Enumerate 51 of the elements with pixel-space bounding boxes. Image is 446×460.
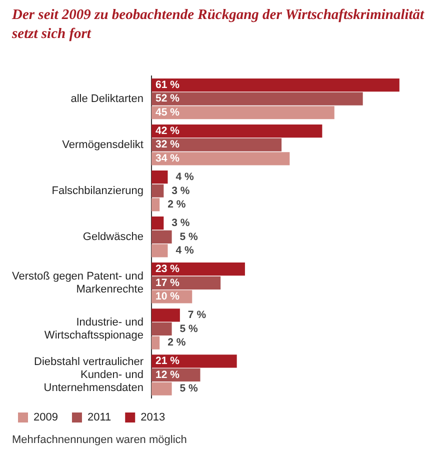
- bar: [151, 336, 160, 350]
- y-tick-label: alle Deliktarten: [70, 92, 144, 105]
- data-label: 45 %: [155, 106, 180, 119]
- bar: [151, 106, 334, 120]
- data-label: 21 %: [155, 355, 180, 368]
- data-label: 2 %: [168, 198, 186, 211]
- chart-title: Der seit 2009 zu beobachtende Rückgang der Wirtschaftskriminalität setzt sich fort: [12, 6, 426, 44]
- data-label: 32 %: [155, 138, 180, 151]
- data-label: 61 %: [155, 78, 180, 91]
- legend-label: 2009: [34, 412, 58, 424]
- y-tick-label: Geldwäsche: [82, 230, 144, 243]
- bar: [151, 138, 282, 152]
- data-label: 4 %: [176, 170, 194, 183]
- bar: [151, 308, 180, 322]
- data-label: 5 %: [180, 382, 199, 395]
- bar: [151, 382, 172, 396]
- data-label: 23 %: [155, 263, 180, 276]
- bar: [151, 216, 164, 230]
- bar: [151, 354, 237, 368]
- y-tick-label: Diebstahl vertraulicher Kunden- und Unternehmensdaten: [34, 356, 144, 394]
- y-tick-label: Industrie- und Wirtschaftsspionage: [44, 316, 144, 342]
- y-tick-label: Vermögensdelikt: [62, 138, 144, 151]
- data-label: 5 %: [180, 322, 199, 335]
- data-label: 52 %: [155, 92, 180, 105]
- data-label: 3 %: [172, 216, 190, 229]
- bar: [151, 230, 172, 244]
- bar: [151, 152, 290, 166]
- data-label: 34 %: [155, 152, 180, 165]
- data-label: 17 %: [155, 276, 180, 289]
- data-label: 4 %: [176, 244, 194, 257]
- bar: [151, 244, 168, 258]
- text: Mehrfachnennungen waren möglich: [12, 434, 187, 446]
- y-tick-label: Verstoß gegen Patent- und Markenrechte: [12, 270, 144, 296]
- bar: [151, 198, 160, 212]
- data-label: 5 %: [180, 230, 199, 243]
- bar: [151, 184, 164, 198]
- bar: [151, 124, 322, 138]
- bar: [151, 262, 245, 276]
- data-label: 42 %: [155, 124, 180, 137]
- y-tick-label: Falschbilanzierung: [52, 184, 144, 197]
- bar: [151, 92, 363, 106]
- data-label: 2 %: [168, 336, 186, 349]
- legend-label: 2011: [87, 412, 112, 424]
- data-label: 7 %: [188, 309, 207, 322]
- legend-label: 2013: [140, 412, 166, 424]
- bar: [151, 78, 400, 92]
- data-label: 3 %: [172, 184, 190, 197]
- bar: [151, 170, 168, 184]
- data-label: 10 %: [155, 290, 180, 303]
- bar: [151, 322, 172, 336]
- data-label: 12 %: [155, 368, 180, 381]
